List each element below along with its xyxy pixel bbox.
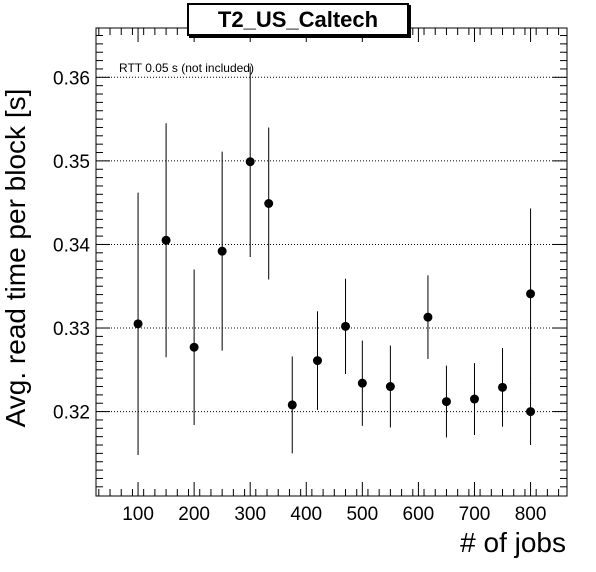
data-points [133,157,536,417]
x-tick-label: 600 [403,504,435,525]
x-tick-label: 500 [346,504,378,525]
x-tick-label: 700 [459,504,491,525]
y-tick-label: 0.35 [53,152,90,173]
data-point [133,319,143,329]
data-point [312,356,322,366]
data-point [245,157,255,167]
y-tick-label: 0.32 [53,403,90,424]
data-point [264,199,274,208]
data-point [469,394,479,404]
tick-labels: 0.32 0.33 0.34 0.35 0.36 100 200 300 400 500 600 70… [53,68,546,525]
data-point [498,382,508,392]
data-point [441,397,451,407]
data-point [189,342,199,352]
x-axis-label: # of jobs [460,527,566,558]
data-point [526,289,536,299]
chart-title: T2_US_Caltech [187,3,409,36]
data-point [217,246,227,256]
x-tick-label: 300 [234,504,266,525]
data-point [423,312,433,322]
x-tick-label: 800 [515,504,547,525]
data-point [385,382,395,392]
data-point [287,400,297,410]
data-point [526,407,536,417]
x-tick-label: 200 [178,504,210,525]
y-tick-label: 0.36 [53,68,90,89]
data-point [341,321,351,331]
x-tick-label: 100 [122,504,154,525]
grid-lines [96,76,567,413]
data-point [161,235,171,245]
y-tick-label: 0.33 [53,319,90,340]
y-tick-label: 0.34 [53,235,90,256]
data-point [357,378,367,388]
axis-ticks [96,28,567,496]
rtt-annotation: RTT 0.05 s (not included) [119,61,254,75]
x-tick-label: 400 [290,504,322,525]
y-axis-label: Avg. read time per block [s] [0,88,31,428]
plot-frame [95,27,568,497]
